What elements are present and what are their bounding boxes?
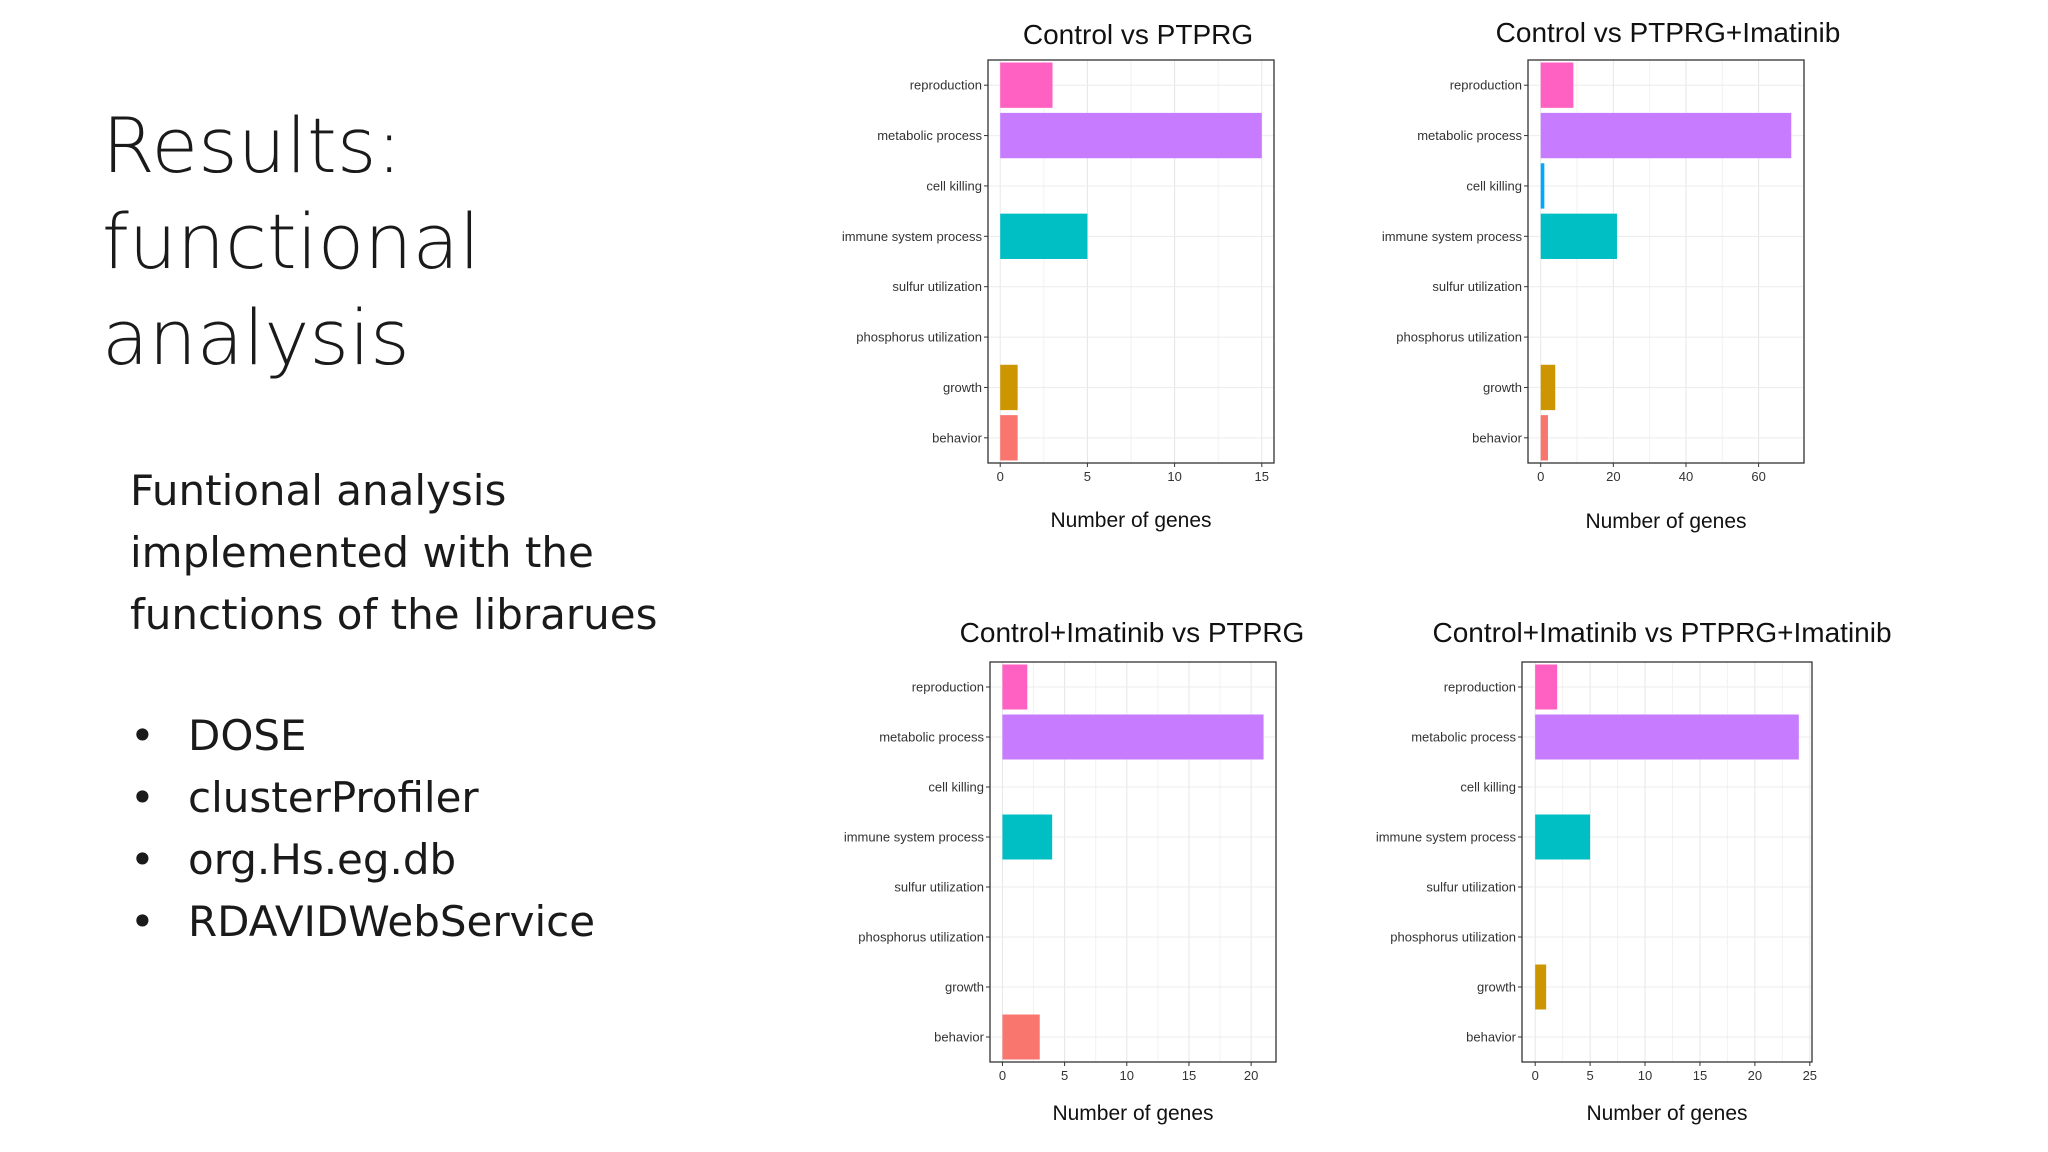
chart-title: Control vs PTPRG — [1023, 19, 1253, 50]
category-label-immune-system-process: immune system process — [1376, 830, 1517, 845]
x-tick-label: 0 — [1532, 1068, 1539, 1083]
x-tick-label: 15 — [1255, 469, 1269, 484]
bar-immune-system-process — [1540, 213, 1617, 259]
bar-reproduction — [1000, 62, 1053, 108]
bar-metabolic-process — [1000, 112, 1262, 159]
x-tick-label: 60 — [1751, 469, 1765, 484]
bar-metabolic-process — [1002, 714, 1264, 760]
panel-border — [1527, 59, 1805, 464]
bar-metabolic-process — [1540, 112, 1792, 159]
category-label-sulfur-utilization: sulfur utilization — [894, 880, 984, 895]
category-label-reproduction: reproduction — [1450, 78, 1522, 93]
description-text: Funtional analysis implemented with the … — [130, 466, 658, 639]
bar-growth — [1000, 364, 1018, 411]
x-axis-label: Number of genes — [1052, 1102, 1213, 1125]
library-list: DOSE clusterProfiler org.Hs.eg.db RDAVID… — [130, 705, 595, 953]
x-axis-label: Number of genes — [1586, 1102, 1747, 1125]
x-tick-label: 5 — [1061, 1068, 1068, 1083]
library-item-clusterprofiler: clusterProfiler — [130, 767, 595, 829]
category-label-metabolic-process: metabolic process — [879, 730, 984, 745]
category-label-metabolic-process: metabolic process — [877, 128, 982, 143]
bar-immune-system-process — [1535, 814, 1591, 860]
x-tick-label: 0 — [1537, 469, 1544, 484]
library-item-rdavidwebservice: RDAVIDWebService — [130, 891, 595, 953]
x-tick-label: 20 — [1606, 469, 1620, 484]
bar-behavior — [1002, 1014, 1040, 1060]
bar-immune-system-process — [1002, 814, 1053, 860]
library-item-dose: DOSE — [130, 705, 595, 767]
chart-control-vs-ptprg: Control vs PTPRG reproduction metabolic pr… — [842, 19, 1275, 532]
category-label-reproduction: reproduction — [1444, 680, 1516, 695]
bar-cell-killing — [1540, 163, 1545, 209]
chart-title: Control+Imatinib vs PTPRG — [960, 617, 1305, 648]
category-label-phosphorus-utilization: phosphorus utilization — [856, 330, 982, 345]
bar-growth — [1535, 964, 1547, 1010]
chart-title: Control+Imatinib vs PTPRG+Imatinib — [1432, 617, 1891, 648]
x-tick-label: 20 — [1748, 1068, 1762, 1083]
category-label-behavior: behavior — [1472, 430, 1523, 445]
category-label-behavior: behavior — [932, 430, 983, 445]
x-tick-label: 10 — [1120, 1068, 1134, 1083]
category-label-sulfur-utilization: sulfur utilization — [1426, 880, 1516, 895]
category-label-immune-system-process: immune system process — [842, 229, 983, 244]
x-tick-label: 40 — [1679, 469, 1693, 484]
x-axis-label: Number of genes — [1050, 509, 1211, 532]
panel-border — [1521, 661, 1813, 1063]
x-tick-label: 0 — [997, 469, 1004, 484]
category-label-cell-killing: cell killing — [1460, 780, 1516, 795]
category-label-reproduction: reproduction — [910, 78, 982, 93]
chart-title: Control vs PTPRG+Imatinib — [1496, 17, 1841, 48]
x-tick-label: 5 — [1586, 1068, 1593, 1083]
x-axis-label: Number of genes — [1585, 510, 1746, 533]
panel-border — [989, 661, 1277, 1063]
category-label-growth: growth — [945, 980, 984, 995]
category-label-cell-killing: cell killing — [928, 780, 984, 795]
category-label-immune-system-process: immune system process — [844, 830, 985, 845]
bar-reproduction — [1002, 664, 1028, 710]
bar-reproduction — [1540, 62, 1574, 108]
category-label-behavior: behavior — [1466, 1030, 1517, 1045]
category-label-immune-system-process: immune system process — [1382, 229, 1523, 244]
x-tick-label: 20 — [1244, 1068, 1258, 1083]
slide-title: Results: functional analysis — [102, 101, 481, 382]
category-label-growth: growth — [1483, 380, 1522, 395]
category-label-phosphorus-utilization: phosphorus utilization — [858, 930, 984, 945]
chart-control-imatinib-vs-ptprg-imatinib: Control+Imatinib vs PTPRG+Imatinib reprod… — [1376, 617, 1892, 1125]
category-label-phosphorus-utilization: phosphorus utilization — [1396, 330, 1522, 345]
x-tick-label: 25 — [1803, 1068, 1817, 1083]
bar-behavior — [1000, 415, 1018, 461]
category-label-growth: growth — [943, 380, 982, 395]
x-tick-label: 10 — [1638, 1068, 1652, 1083]
category-label-metabolic-process: metabolic process — [1417, 128, 1522, 143]
category-label-growth: growth — [1477, 980, 1516, 995]
category-label-reproduction: reproduction — [912, 680, 984, 695]
category-label-behavior: behavior — [934, 1030, 985, 1045]
x-tick-label: 10 — [1167, 469, 1181, 484]
category-label-phosphorus-utilization: phosphorus utilization — [1390, 930, 1516, 945]
category-label-cell-killing: cell killing — [1466, 178, 1522, 193]
bar-behavior — [1540, 415, 1548, 461]
bar-growth — [1540, 364, 1556, 411]
chart-control-imatinib-vs-ptprg: Control+Imatinib vs PTPRG reproduction met… — [844, 617, 1304, 1125]
x-tick-label: 15 — [1693, 1068, 1707, 1083]
category-label-sulfur-utilization: sulfur utilization — [1432, 279, 1522, 294]
bar-reproduction — [1535, 664, 1558, 710]
category-label-sulfur-utilization: sulfur utilization — [892, 279, 982, 294]
category-label-metabolic-process: metabolic process — [1411, 730, 1516, 745]
library-item-org-hs-eg-db: org.Hs.eg.db — [130, 829, 595, 891]
panel-border — [987, 59, 1275, 464]
x-tick-label: 15 — [1182, 1068, 1196, 1083]
category-label-cell-killing: cell killing — [926, 178, 982, 193]
x-tick-label: 5 — [1084, 469, 1091, 484]
x-tick-label: 0 — [999, 1068, 1006, 1083]
chart-control-vs-ptprg-imatinib: Control vs PTPRG+Imatinib reproduction met… — [1382, 17, 1840, 533]
bar-immune-system-process — [1000, 213, 1088, 259]
bar-metabolic-process — [1535, 714, 1799, 760]
